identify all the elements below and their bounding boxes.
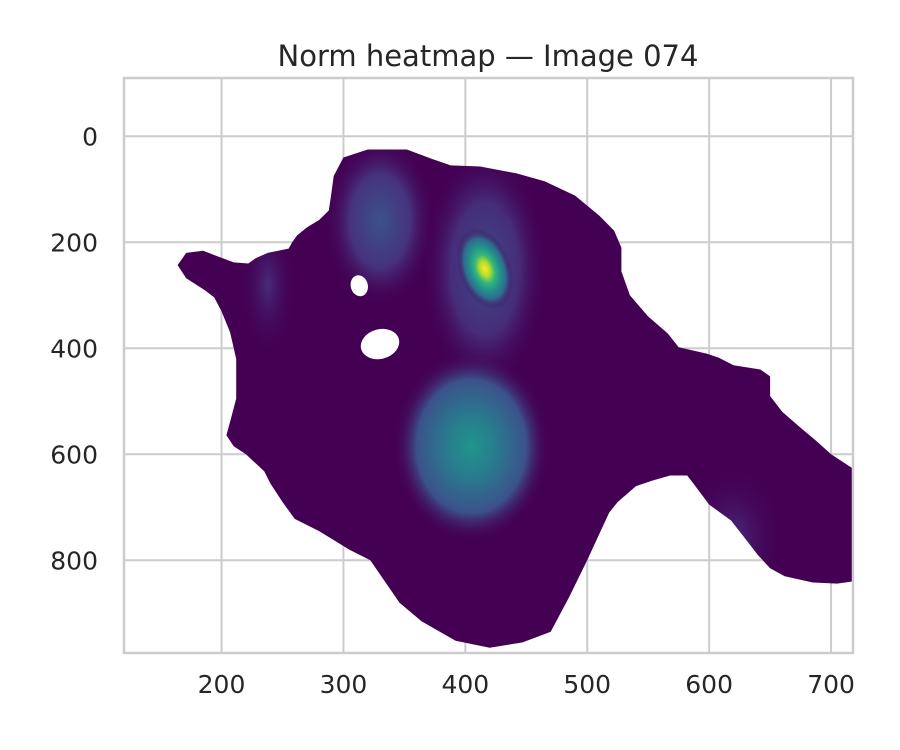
x-axis: 200 300 400 500 600 700 [198, 670, 855, 699]
chart-title: Norm heatmap — Image 074 [278, 39, 699, 73]
density-field [177, 149, 853, 648]
density-layers [239, 149, 784, 607]
y-tick-label: 200 [50, 228, 98, 257]
density-island [260, 383, 305, 422]
x-tick-label: 200 [198, 670, 246, 699]
plot-frame [122, 76, 855, 655]
y-tick-label: 600 [50, 440, 98, 469]
y-tick-label: 400 [50, 334, 98, 363]
density-peak [456, 228, 514, 310]
density-hole [360, 328, 400, 360]
x-tick-label: 600 [685, 670, 733, 699]
density-peak [325, 149, 436, 307]
x-tick-label: 500 [563, 670, 611, 699]
density-peak [239, 214, 296, 355]
x-tick-label: 400 [441, 670, 489, 699]
density-peak [683, 466, 784, 607]
y-tick-label: 0 [82, 122, 98, 151]
density-island [253, 429, 263, 434]
y-axis: 0 200 400 600 800 [50, 122, 98, 575]
x-tick-label: 700 [807, 670, 855, 699]
density-peak [393, 351, 550, 542]
density-hole [350, 275, 368, 297]
y-tick-label: 800 [50, 546, 98, 575]
x-tick-label: 300 [320, 670, 368, 699]
